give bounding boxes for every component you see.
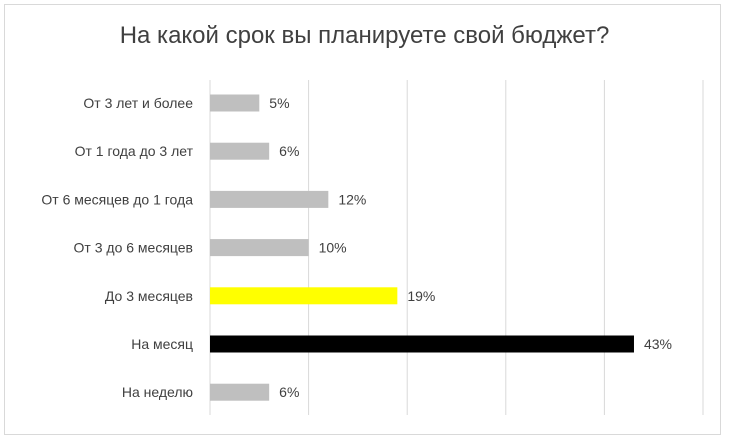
bar [210, 383, 270, 401]
bar [210, 239, 309, 257]
bar [210, 335, 634, 353]
bar [210, 287, 398, 305]
category-label: От 3 лет и более [83, 95, 193, 111]
data-label: 5% [269, 95, 289, 111]
data-label: 10% [319, 240, 347, 256]
data-label: 43% [644, 336, 672, 352]
bars [210, 94, 634, 401]
bar [210, 142, 270, 160]
category-label: От 6 месяцев до 1 года [41, 191, 193, 207]
category-label: На неделю [122, 384, 193, 400]
data-label: 6% [279, 143, 299, 159]
data-label: 6% [279, 384, 299, 400]
category-label: До 3 месяцев [105, 288, 193, 304]
category-labels: От 3 лет и более От 1 года до 3 лет От 6 м… [41, 95, 193, 400]
bar [210, 94, 260, 112]
chart-title: На какой срок вы планируете свой бюджет? [119, 22, 610, 49]
category-label: От 3 до 6 месяцев [74, 240, 193, 256]
value-labels: 5% 6% 12% 10% 19% 43% 6% [269, 95, 672, 400]
data-label: 12% [338, 191, 366, 207]
chart-frame [4, 4, 721, 435]
category-label: От 1 года до 3 лет [75, 143, 194, 159]
data-label: 19% [407, 288, 435, 304]
bar [210, 190, 329, 208]
category-label: На месяц [131, 336, 193, 352]
